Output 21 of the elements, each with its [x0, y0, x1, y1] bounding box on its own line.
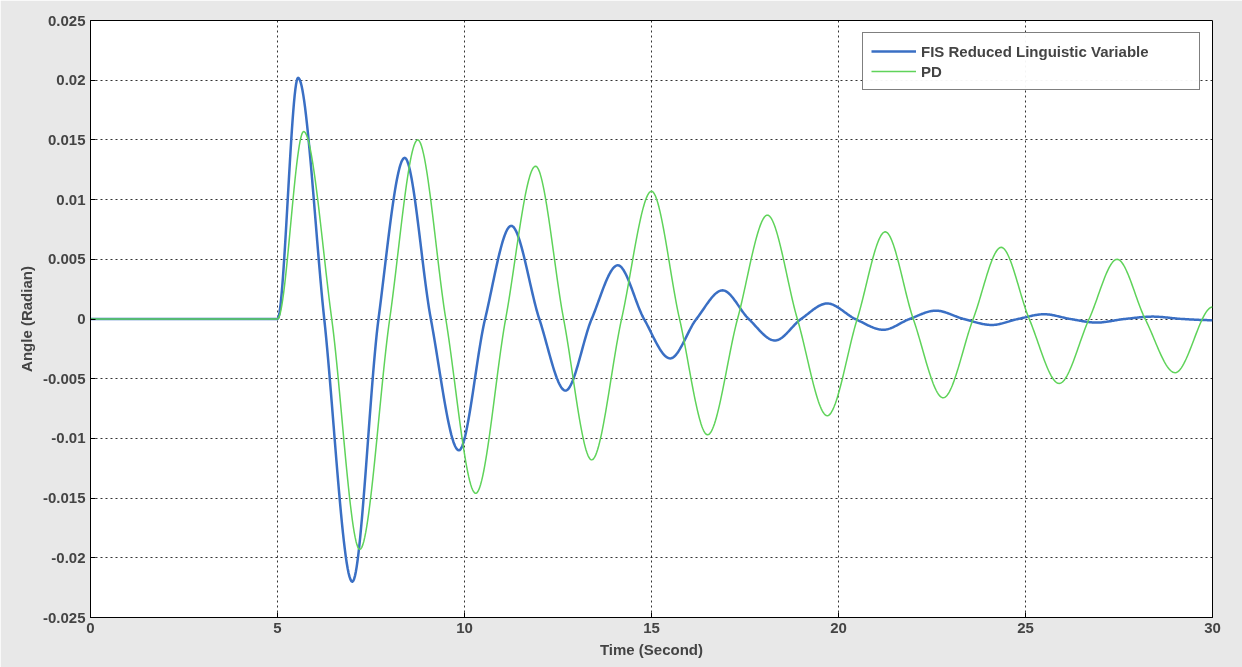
y-tick-label: -0.005 — [42, 369, 86, 387]
x-tick-label: 30 — [1204, 618, 1221, 636]
x-tick-label: 25 — [1017, 618, 1034, 636]
x-tick-label: 10 — [456, 618, 473, 636]
x-axis-title: Time (Second) — [599, 640, 704, 658]
legend-label: FIS Reduced Linguistic Variable — [921, 42, 1150, 60]
y-tick-label: 0.005 — [47, 250, 86, 268]
y-tick-label: -0.025 — [42, 608, 86, 626]
y-tick-label: 0.025 — [47, 11, 86, 29]
y-tick-label: 0.015 — [47, 130, 86, 148]
legend-label: PD — [921, 62, 943, 80]
y-tick-label: 0 — [77, 310, 86, 327]
x-tick-label: 5 — [273, 618, 282, 636]
x-tick-label: 20 — [830, 618, 847, 636]
x-tick-label: 15 — [643, 618, 660, 636]
y-tick-label: -0.01 — [51, 429, 86, 447]
y-tick-label: -0.015 — [42, 489, 86, 507]
y-tick-label: -0.02 — [51, 548, 86, 566]
y-tick-label: 0.01 — [56, 190, 86, 208]
y-axis-title: Angle (Radian) — [17, 266, 35, 372]
y-tick-label: 0.02 — [56, 71, 86, 89]
